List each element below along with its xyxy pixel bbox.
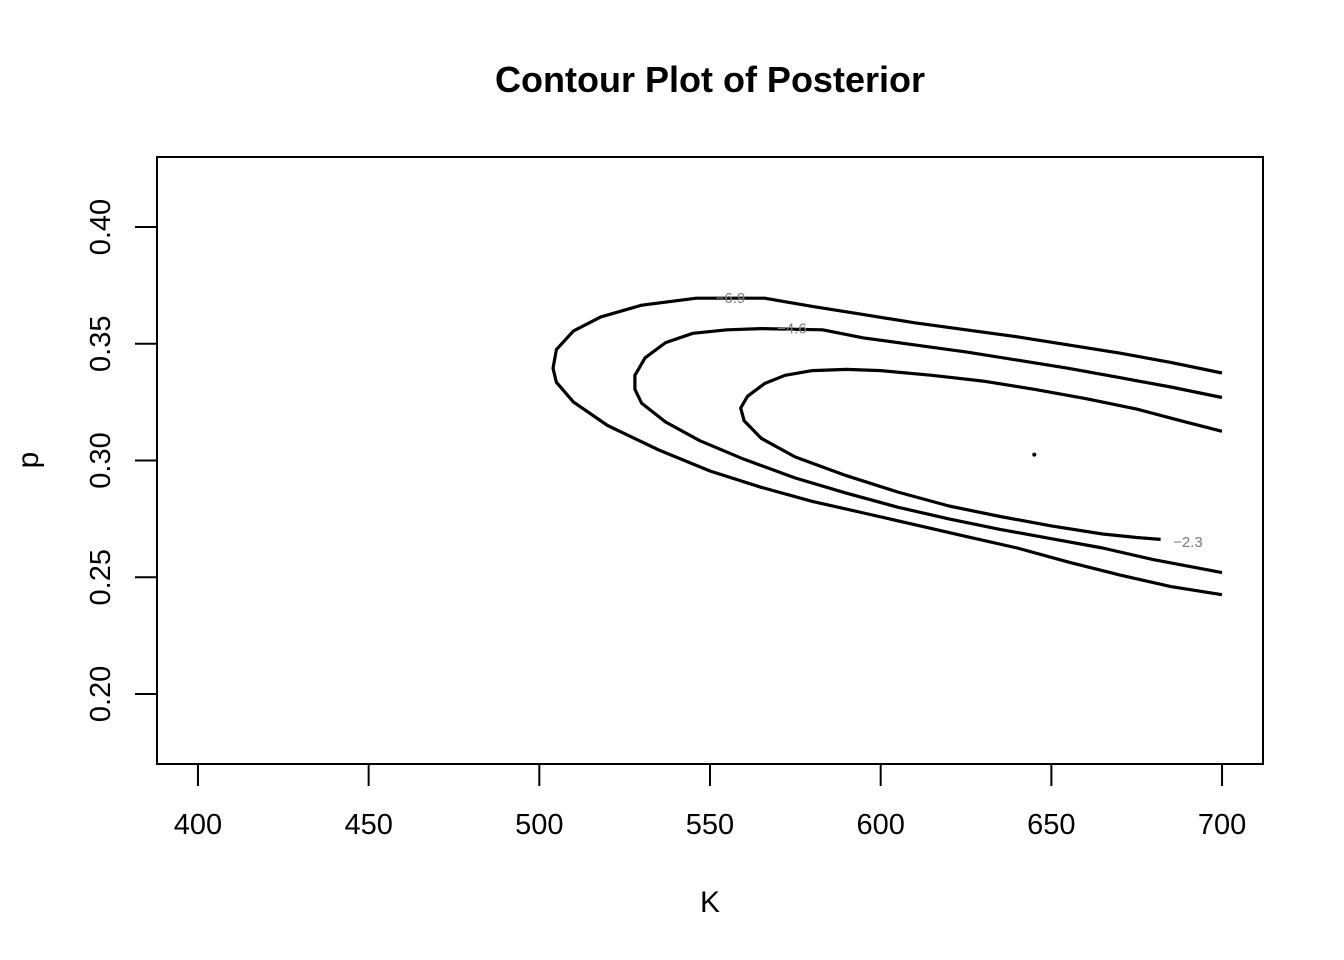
- x-axis: 400 450 500 550 600 650 700: [174, 763, 1246, 841]
- plot-frame: [156, 156, 1264, 765]
- y-tick-label: 0.40: [85, 199, 117, 255]
- mode-point: [1032, 452, 1037, 457]
- x-tick-label: 600: [856, 809, 904, 841]
- contour-line: [633, 327, 1223, 575]
- contour-level-label: −2.3: [1173, 534, 1203, 551]
- contour-lines: [551, 296, 1223, 597]
- x-tick-label: 700: [1198, 809, 1246, 841]
- y-tick-label: 0.30: [85, 432, 117, 488]
- y-axis-label: p: [12, 452, 45, 469]
- y-tick-label: 0.35: [85, 316, 117, 372]
- x-tick-label: 550: [686, 809, 734, 841]
- x-axis-label: K: [700, 886, 720, 919]
- x-tick-label: 500: [515, 809, 563, 841]
- contour-level-labels: −2.3 −4.6 −6.9: [716, 290, 1203, 551]
- x-tick-label: 450: [344, 809, 392, 841]
- contour-level-label: −4.6: [777, 321, 807, 338]
- x-tick-label: 650: [1027, 809, 1075, 841]
- y-tick-label: 0.20: [85, 666, 117, 722]
- contour-level-label: −6.9: [716, 290, 746, 307]
- x-tick-label: 400: [174, 809, 222, 841]
- chart-title: Contour Plot of Posterior: [495, 59, 925, 100]
- y-axis: 0.20 0.25 0.30 0.35 0.40: [85, 199, 157, 722]
- contour-line: [551, 296, 1223, 597]
- y-tick-label: 0.25: [85, 549, 117, 605]
- contour-line: [739, 367, 1223, 541]
